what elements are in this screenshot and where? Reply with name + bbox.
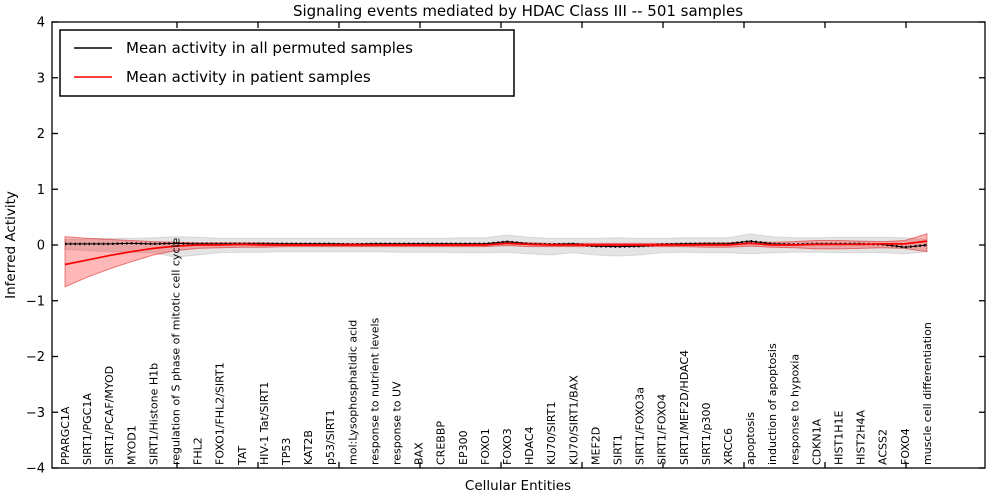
- axis-ticks: [52, 21, 985, 469]
- y-tick-label: −1: [26, 294, 45, 309]
- x-tick-label: SIRT1/Histone H1b: [147, 363, 160, 465]
- x-tick-label: SIRT1/PGC1A: [81, 393, 94, 465]
- x-tick-label: KAT2B: [302, 430, 315, 465]
- patient-band: [64, 233, 928, 288]
- x-tick-label: SIRT1/p300: [700, 403, 713, 465]
- x-tick-label: XRCC6: [722, 428, 735, 465]
- x-tick-label: FOXO1: [479, 428, 492, 465]
- y-tick-label: 3: [37, 71, 45, 86]
- x-tick-label: apoptosis: [744, 412, 757, 465]
- x-tick-label: MYOD1: [125, 425, 138, 465]
- x-tick-label: MEF2D: [589, 427, 602, 465]
- chart-title: Signaling events mediated by HDAC Class …: [293, 2, 743, 20]
- x-tick-label: response to hypoxia: [788, 354, 801, 465]
- data-lines: [64, 239, 928, 266]
- x-tick-label: HIV-1 Tat/SIRT1: [258, 382, 271, 465]
- x-tick-label: FHL2: [192, 437, 205, 465]
- x-tick-label: KU70/SIRT1: [545, 402, 558, 465]
- x-tick-label: CDKN1A: [810, 418, 823, 465]
- x-tick-label: HIST2H4A: [855, 410, 868, 465]
- legend-box: [59, 29, 515, 97]
- x-tick-label: SIRT1/FOXO4: [656, 394, 669, 465]
- legend-entry-permuted: Mean activity in all permuted samples: [126, 39, 413, 57]
- y-tick-label: 1: [37, 183, 45, 198]
- x-tick-label: SIRT1/FOXO3a: [634, 387, 647, 465]
- y-tick-label: 2: [37, 127, 45, 142]
- x-tick-label: HIST1H1E: [833, 411, 846, 465]
- y-tick-label: −3: [26, 406, 45, 421]
- patient-line: [64, 240, 928, 266]
- x-tick-label: SIRT1/MEF2D/HDAC4: [678, 350, 691, 465]
- x-tick-label: BAX: [413, 442, 426, 465]
- x-axis-label: Cellular Entities: [465, 478, 571, 494]
- x-tick-label: PPARGC1A: [59, 406, 72, 465]
- x-tick-label: HDAC4: [523, 426, 536, 465]
- x-tick-label: SIRT1/PCAF/MYOD: [103, 366, 116, 465]
- x-tick-label: SIRT1: [612, 434, 625, 465]
- y-axis-label: Inferred Activity: [3, 191, 19, 299]
- x-tick-label: induction of apoptosis: [766, 343, 779, 465]
- x-tick-label: FOXO1/FHL2/SIRT1: [214, 362, 227, 465]
- x-tick-label: ACSS2: [877, 429, 890, 465]
- x-tick-label: FOXO4: [899, 428, 912, 465]
- x-tick-label: TAT: [236, 445, 249, 466]
- y-tick-label: 0: [37, 239, 45, 254]
- x-category-labels: PPARGC1A SIRT1/PGC1A SIRT1/PCAF/MYOD MYOD1 S…: [59, 237, 934, 466]
- x-tick-label: mol:Lysophosphatidic acid: [346, 320, 359, 465]
- x-tick-label: FOXO3: [501, 428, 514, 465]
- permuted-band: [64, 233, 928, 258]
- x-tick-label: KU70/SIRT1/BAX: [567, 375, 580, 465]
- y-tick-label: 4: [37, 16, 45, 31]
- x-tick-label: regulation of S phase of mitotic cell cy…: [170, 237, 183, 465]
- y-tick-label: −2: [26, 350, 45, 365]
- x-tick-label: response to nutrient levels: [368, 317, 381, 465]
- legend: Mean activity in all permuted samples Me…: [59, 29, 515, 97]
- x-tick-label: response to UV: [391, 381, 404, 465]
- legend-entry-patient: Mean activity in patient samples: [126, 68, 371, 86]
- x-tick-label: EP300: [457, 430, 470, 465]
- y-tick-labels: 4 3 2 1 0 −1 −2 −3 −4: [26, 16, 45, 477]
- x-tick-label: p53/SIRT1: [324, 410, 337, 465]
- y-tick-label: −4: [26, 462, 45, 477]
- x-tick-label: TP53: [280, 438, 293, 466]
- x-tick-label: CREBBP: [435, 421, 448, 465]
- x-tick-label: muscle cell differentiation: [921, 322, 934, 465]
- confidence-bands: [64, 233, 928, 288]
